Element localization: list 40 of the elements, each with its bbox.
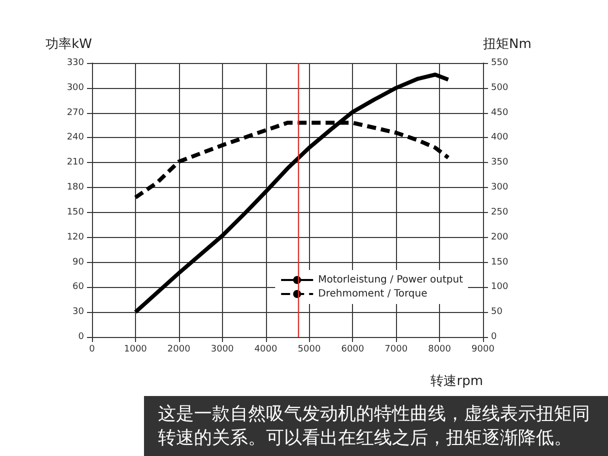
y-tick-label: 60 xyxy=(72,282,84,292)
y-tick-label: 210 xyxy=(66,158,84,168)
y2-tick-label: 250 xyxy=(491,207,508,218)
y-tick-label: 330 xyxy=(66,58,84,68)
text: 这是一款自然吸气发动机的特性曲线，虚线表示扭矩同转速的关系。可以看出在红线之后，扭矩逐渐降低。 xyxy=(158,404,590,448)
x-tick-label: 4000 xyxy=(254,344,278,354)
x-tick-label: 9000 xyxy=(472,344,495,354)
y-tick-label: 180 xyxy=(66,182,84,193)
y-tick-label: 120 xyxy=(66,232,84,242)
legend-label: Motorleistung / Power output xyxy=(318,274,464,286)
y-tick-label: 150 xyxy=(66,207,84,218)
y2-tick-label: 500 xyxy=(491,82,508,93)
x-tick-label: 3000 xyxy=(210,344,234,354)
x-tick-label: 0 xyxy=(89,344,96,354)
legend-label: Drehmoment / Torque xyxy=(318,288,428,300)
y-axis-title: 功率kW xyxy=(46,36,92,52)
y-tick-label: 90 xyxy=(72,257,84,268)
y2-tick-label: 550 xyxy=(491,58,508,68)
y2-axis-title: 扭矩Nm xyxy=(483,37,532,52)
y-tick-label: 0 xyxy=(78,332,84,342)
x-axis-title: 转速rpm xyxy=(430,374,483,389)
y-tick-label: 270 xyxy=(66,108,84,118)
y2-tick-label: 200 xyxy=(491,232,508,242)
y2-tick-label: 350 xyxy=(491,158,508,168)
x-tick-label: 8000 xyxy=(428,344,452,354)
y2-tick-label: 50 xyxy=(491,307,503,318)
x-tick-label: 5000 xyxy=(298,344,321,354)
y-tick-label: 240 xyxy=(66,132,84,143)
y2-tick-label: 450 xyxy=(491,108,508,118)
y2-tick-label: 0 xyxy=(491,332,497,342)
y2-tick-label: 300 xyxy=(491,182,508,193)
x-tick-label: 6000 xyxy=(341,344,364,354)
y-tick-label: 30 xyxy=(72,307,84,318)
x-tick-label: 1000 xyxy=(124,344,148,354)
x-tick-label: 7000 xyxy=(384,344,408,354)
x-tick-label: 2000 xyxy=(167,344,191,354)
y2-tick-label: 100 xyxy=(491,282,508,292)
y-tick-label: 300 xyxy=(66,82,84,93)
y2-tick-label: 400 xyxy=(491,132,508,143)
y2-tick-label: 150 xyxy=(491,257,508,268)
